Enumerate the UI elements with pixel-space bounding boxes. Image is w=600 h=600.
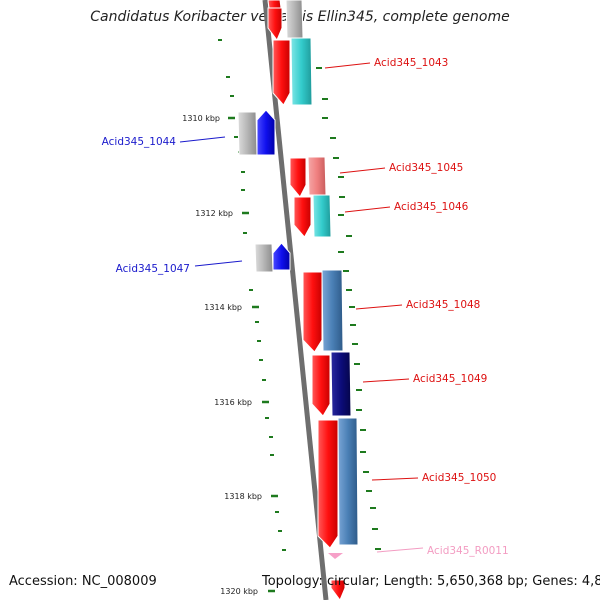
forward-cds-arrow <box>267 7 283 41</box>
gene-leader-line <box>362 378 410 383</box>
cog-box <box>237 111 258 156</box>
forward-cds-arrow <box>311 354 331 417</box>
forward-cds-arrow <box>272 39 291 106</box>
cog-box <box>330 351 352 417</box>
cog-box <box>307 156 327 196</box>
gene-label: Acid345_1043 <box>374 57 448 69</box>
gene-label: Acid345_R0011 <box>427 545 509 557</box>
accession-text: Accession: NC_008009 <box>9 574 157 589</box>
label-layer: Acid345_1043 Acid345_1044 Acid345_1045 Acid… <box>102 57 509 557</box>
scale-tick-label: 1310 kbp <box>182 114 220 123</box>
forward-cds-arrow <box>317 419 339 549</box>
gene-label: Acid345_1049 <box>413 373 487 385</box>
gene-label: Acid345_1044 <box>102 136 177 148</box>
gene-leader-line <box>179 136 226 143</box>
gene-label: Acid345_1048 <box>406 299 480 311</box>
cog-box <box>337 417 359 546</box>
scale-tick-label: 1314 kbp <box>204 303 242 312</box>
gene-leader-line <box>339 167 386 174</box>
gene-label: Acid345_1047 <box>116 263 190 275</box>
feature-track <box>237 0 359 600</box>
gene-leader-line <box>371 477 419 481</box>
gene-leader-line <box>376 547 424 553</box>
topology-text: Topology: circular; Length: 5,650,368 bp… <box>262 574 600 589</box>
gene-leader-line <box>355 304 403 310</box>
reverse-cds-arrow <box>272 242 291 271</box>
scale-tick-label: 1312 kbp <box>195 209 233 218</box>
backbone-track <box>262 0 329 600</box>
gc-skew-track <box>218 39 381 551</box>
cog-box <box>321 269 344 352</box>
rna-feature <box>328 553 343 559</box>
gene-leader-line <box>194 260 243 267</box>
gene-leader-line <box>344 206 391 213</box>
reverse-cds-arrow <box>256 109 276 156</box>
scale-tick-label: 1318 kbp <box>224 492 262 501</box>
forward-cds-arrow <box>302 271 323 353</box>
scale-tick-label: 1316 kbp <box>214 398 252 407</box>
gene-label: Acid345_1050 <box>422 472 496 484</box>
gene-leader-line <box>324 62 371 69</box>
gene-label: Acid345_1045 <box>389 162 463 174</box>
cog-box <box>254 243 274 273</box>
cog-box <box>285 0 304 39</box>
scale-tick-label: 1320 kbp <box>220 587 258 596</box>
forward-cds-arrow <box>293 196 312 238</box>
forward-cds-arrow <box>330 579 346 600</box>
gene-label: Acid345_1046 <box>394 201 469 213</box>
scale-ticks: 1310 kbp 1312 kbp 1314 kbp 1316 kbp 1318 kbp… <box>182 114 278 596</box>
forward-cds-arrow <box>289 157 307 198</box>
backbone-line <box>262 0 329 600</box>
forward-cds-arrow <box>267 0 282 9</box>
cog-box <box>290 37 313 106</box>
cog-box <box>312 194 332 238</box>
